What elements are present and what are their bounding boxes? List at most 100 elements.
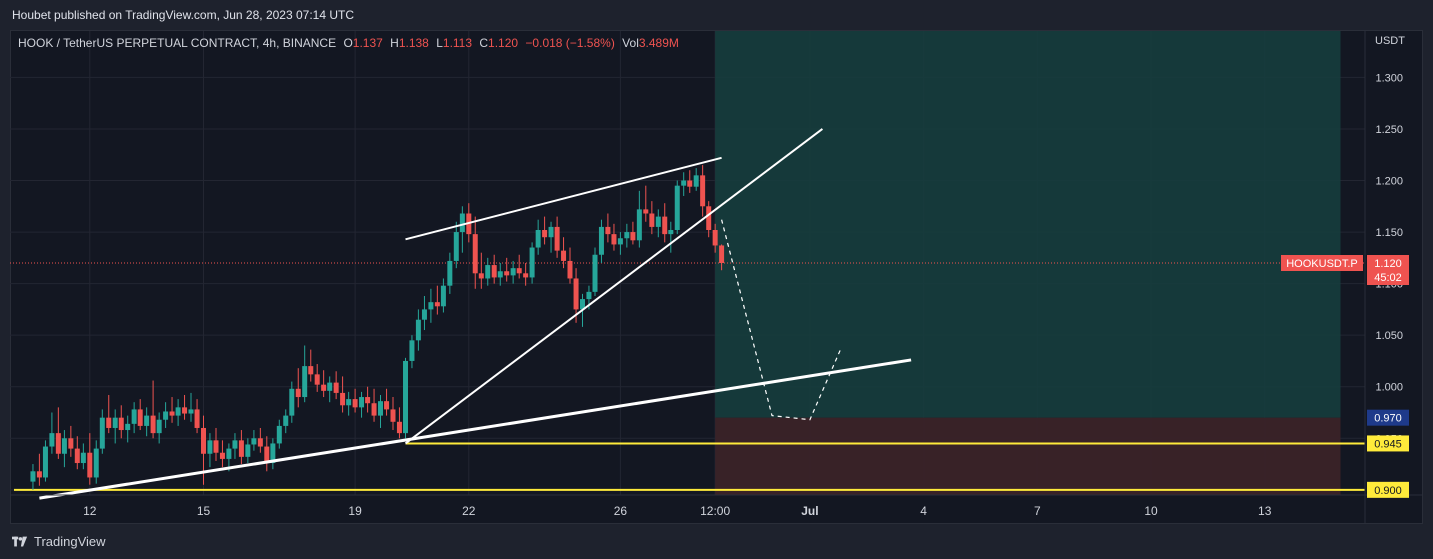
x-tick-label: 13 bbox=[1258, 504, 1272, 518]
level-price-label-bg bbox=[1367, 435, 1409, 452]
candle bbox=[36, 453, 42, 486]
candle-body bbox=[295, 388, 301, 398]
candle bbox=[118, 405, 124, 439]
candle-body bbox=[232, 440, 238, 449]
candle-body bbox=[548, 226, 554, 238]
candle-body bbox=[384, 401, 390, 410]
candle-body bbox=[270, 443, 276, 464]
candle-body bbox=[264, 446, 270, 464]
drawings[interactable] bbox=[39, 128, 912, 500]
candle bbox=[238, 430, 244, 465]
candle bbox=[321, 370, 327, 398]
candle bbox=[302, 345, 308, 403]
candle bbox=[396, 407, 402, 439]
candle-body bbox=[226, 448, 232, 459]
candle bbox=[327, 376, 333, 403]
loss-zone bbox=[715, 417, 1341, 495]
candle-body bbox=[529, 247, 535, 278]
legend-symbol[interactable]: HOOK / TetherUS PERPETUAL CONTRACT, 4h, … bbox=[18, 36, 337, 50]
x-tick-label: 26 bbox=[614, 504, 628, 518]
candle-body bbox=[561, 250, 567, 261]
candle-body bbox=[409, 340, 415, 361]
candle bbox=[409, 335, 415, 369]
candle-body bbox=[118, 417, 124, 431]
candle-body bbox=[472, 234, 478, 274]
y-tick-label: 1.300 bbox=[1375, 72, 1403, 84]
candle bbox=[144, 407, 150, 437]
candle bbox=[510, 260, 516, 284]
candle bbox=[283, 409, 289, 434]
candle bbox=[308, 349, 314, 382]
candle-body bbox=[453, 232, 459, 261]
candle-body bbox=[655, 216, 661, 227]
candle bbox=[314, 364, 320, 392]
x-tick-label: 19 bbox=[348, 504, 362, 518]
candle-body bbox=[535, 230, 541, 248]
x-tick-label: 12:00 bbox=[700, 504, 730, 518]
candle-body bbox=[87, 452, 93, 478]
candle bbox=[693, 168, 699, 191]
candle-body bbox=[289, 388, 295, 416]
candle bbox=[478, 252, 484, 289]
candle-body bbox=[182, 407, 188, 414]
candle-body bbox=[396, 421, 402, 434]
candle-body bbox=[137, 409, 143, 426]
chart-legend: HOOK / TetherUS PERPETUAL CONTRACT, 4h, … bbox=[18, 36, 679, 50]
price-levels bbox=[10, 262, 1365, 491]
candle bbox=[719, 244, 725, 271]
candle-body bbox=[302, 366, 308, 398]
candle bbox=[548, 221, 554, 253]
y-tick-label: 1.150 bbox=[1375, 227, 1403, 239]
candle-body bbox=[624, 232, 630, 239]
legend-open: 1.137 bbox=[352, 36, 383, 50]
candle-body bbox=[327, 382, 333, 391]
y-tick-label: 1.200 bbox=[1375, 176, 1403, 188]
legend-volume: 3.489M bbox=[638, 36, 679, 50]
candle-body bbox=[68, 438, 74, 449]
candle-body bbox=[491, 265, 497, 278]
candle-body bbox=[156, 419, 162, 434]
candle bbox=[270, 438, 276, 470]
candle-body bbox=[611, 234, 617, 245]
trendline-wedge-lower bbox=[404, 128, 824, 445]
candle bbox=[681, 172, 687, 196]
candle bbox=[440, 278, 446, 313]
candle bbox=[61, 430, 67, 468]
footer-brand[interactable]: TradingView bbox=[34, 534, 106, 549]
candle bbox=[42, 440, 48, 482]
candle-body bbox=[573, 278, 579, 310]
x-tick-label: 15 bbox=[197, 504, 211, 518]
candle-body bbox=[30, 471, 36, 482]
candle-body bbox=[478, 273, 484, 279]
candle bbox=[137, 399, 143, 431]
candle-body bbox=[36, 471, 42, 478]
candle-body bbox=[523, 273, 529, 278]
candle-body bbox=[510, 268, 516, 276]
candle-body bbox=[150, 415, 156, 434]
candle bbox=[384, 388, 390, 416]
candle-body bbox=[49, 433, 55, 447]
candle bbox=[529, 242, 535, 284]
legend-close-label: C bbox=[479, 36, 489, 50]
candle bbox=[472, 216, 478, 289]
y-tick-label: 1.050 bbox=[1375, 330, 1403, 342]
candle-body bbox=[681, 180, 687, 186]
candle-body bbox=[428, 302, 434, 310]
candle bbox=[712, 223, 718, 253]
candle bbox=[264, 436, 270, 472]
candle-body bbox=[668, 230, 674, 235]
candle bbox=[554, 216, 560, 258]
candle bbox=[295, 368, 301, 408]
x-tick-label: 10 bbox=[1144, 504, 1158, 518]
candle bbox=[359, 391, 365, 418]
candle-body bbox=[447, 260, 453, 286]
candle bbox=[194, 399, 200, 434]
candle bbox=[687, 170, 693, 193]
candle bbox=[49, 412, 55, 454]
candle bbox=[207, 433, 213, 468]
candle bbox=[434, 285, 440, 315]
candle bbox=[257, 427, 263, 453]
candle-body bbox=[219, 452, 225, 459]
candle bbox=[251, 430, 257, 451]
